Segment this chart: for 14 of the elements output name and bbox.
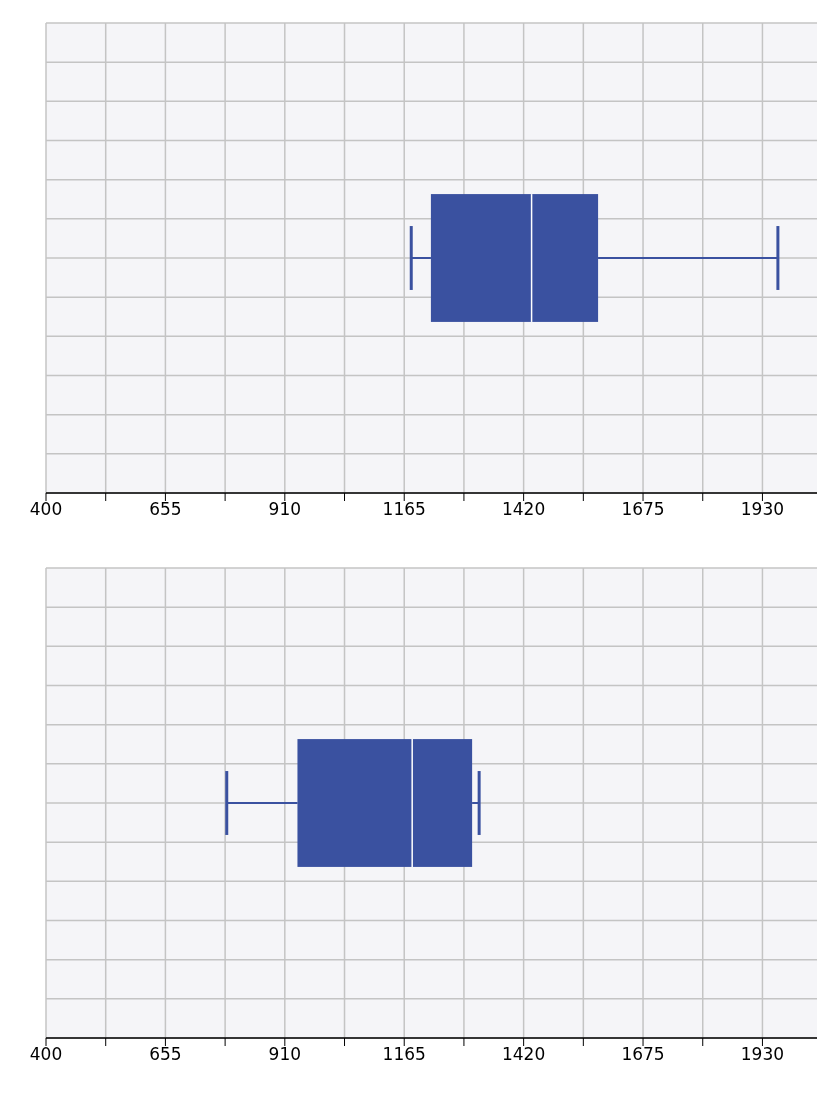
x-tick-label: 655 xyxy=(149,499,182,520)
x-tick-label: 910 xyxy=(268,1044,302,1065)
x-tick-label: 1930 xyxy=(740,1044,785,1065)
x-tick-label: 1675 xyxy=(621,499,665,520)
x-tick-label: 400 xyxy=(29,499,63,520)
x-tick-label: 1930 xyxy=(740,499,785,520)
x-tick-label: 1675 xyxy=(621,1044,665,1065)
x-tick-label: 1165 xyxy=(382,499,426,520)
x-tick-label: 910 xyxy=(268,499,302,520)
x-tick-label: 655 xyxy=(149,1044,182,1065)
x-tick-label: 400 xyxy=(29,1044,63,1065)
x-tick-label: 1420 xyxy=(502,1044,546,1065)
x-tick-label: 1420 xyxy=(502,499,546,520)
x-tick-label: 1165 xyxy=(382,1044,426,1065)
